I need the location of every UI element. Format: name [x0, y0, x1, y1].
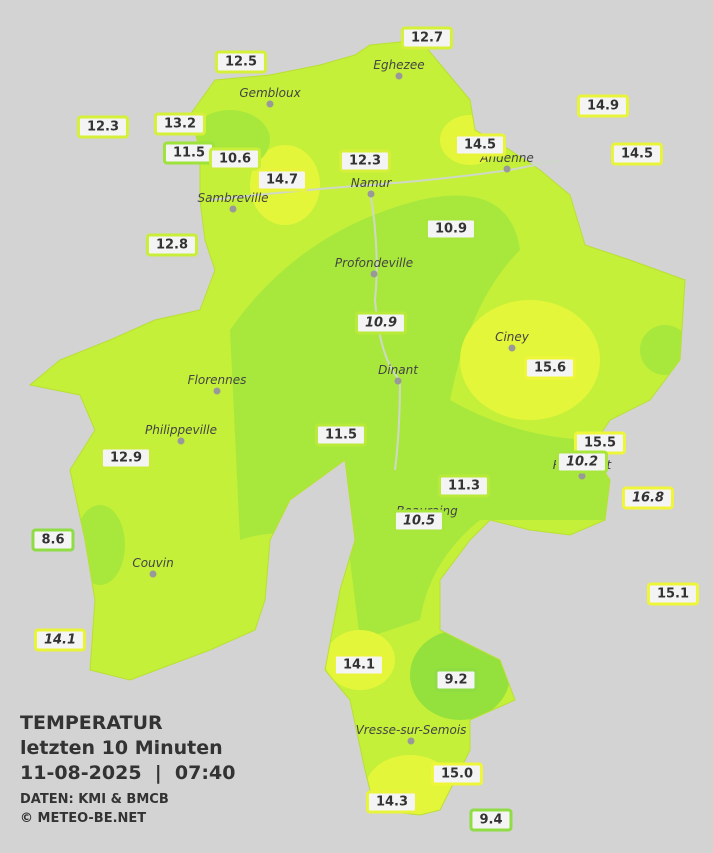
station-label: 12.5 [214, 50, 268, 74]
city-label: Profondeville [334, 256, 414, 270]
station-label: 11.5 [314, 423, 368, 447]
city-dot [407, 737, 415, 745]
city-label: Ciney [495, 330, 529, 344]
station-label: 12.3 [338, 149, 392, 173]
station-label: 10.9 [424, 217, 478, 241]
station-label: 12.8 [145, 233, 199, 257]
city-label: Vresse-sur-Semois [355, 723, 467, 737]
station-label: 10.2 [555, 450, 609, 474]
copyright: © METEO-BE.NET [20, 811, 147, 826]
station-label: 10.5 [392, 509, 446, 533]
station-label: 10.9 [354, 311, 408, 335]
station-label: 12.3 [76, 115, 130, 139]
city-dot [367, 190, 375, 198]
station-label: 9.4 [469, 808, 513, 832]
title: TEMPERATUR [20, 712, 163, 734]
city-dot [266, 100, 274, 108]
city-dot [229, 205, 237, 213]
city-dot [370, 270, 378, 278]
city-label: Eghezee [373, 58, 425, 72]
subtitle: letzten 10 Minuten [20, 737, 223, 759]
city-dot [508, 344, 516, 352]
station-label: 11.3 [437, 474, 491, 498]
station-label: 15.1 [646, 582, 700, 606]
station-label: 14.1 [33, 628, 87, 652]
city-label: Namur [350, 176, 392, 190]
city-label: Florennes [187, 373, 247, 387]
station-label: 11.5 [162, 141, 216, 165]
station-label: 8.6 [31, 528, 75, 552]
station-label: 14.5 [610, 142, 664, 166]
station-label: 14.5 [453, 133, 507, 157]
city-dot [213, 387, 221, 395]
source: DATEN: KMI & BMCB [20, 792, 169, 807]
timestamp: 11-08-2025 | 07:40 [20, 762, 236, 784]
station-label: 14.7 [255, 168, 309, 192]
city-dot [394, 377, 402, 385]
city-label: Sambreville [197, 191, 269, 205]
city-dot [177, 437, 185, 445]
city-label: Couvin [132, 556, 174, 570]
station-label: 15.5 [573, 431, 627, 455]
city-dot [395, 72, 403, 80]
city-dot [578, 472, 586, 480]
station-label: 14.3 [365, 790, 419, 814]
station-label: 14.1 [332, 653, 386, 677]
station-label: 14.9 [576, 94, 630, 118]
city-dot [503, 165, 511, 173]
station-label: 10.6 [208, 147, 262, 171]
station-label: 12.9 [99, 446, 153, 470]
city-dot [149, 570, 157, 578]
station-label: 15.0 [430, 762, 484, 786]
city-label: Philippeville [145, 423, 217, 437]
station-label: 13.2 [153, 112, 207, 136]
station-label: 9.2 [434, 668, 478, 692]
city-label: Gembloux [239, 86, 301, 100]
station-label: 16.8 [621, 486, 675, 510]
station-label: 15.6 [523, 356, 577, 380]
station-label: 12.7 [400, 26, 454, 50]
city-label: Dinant [378, 363, 418, 377]
